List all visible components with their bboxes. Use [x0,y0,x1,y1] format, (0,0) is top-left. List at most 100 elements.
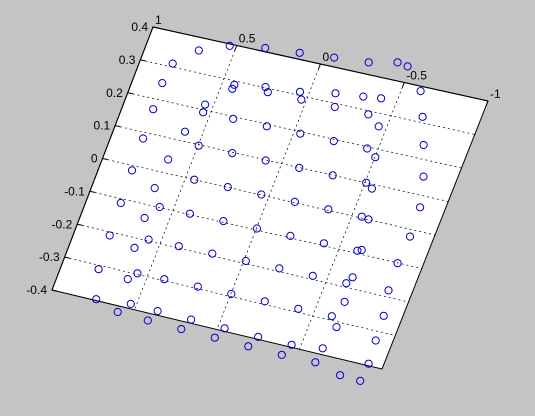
data-point [286,231,295,240]
data-point [324,205,333,214]
data-point [153,307,162,316]
data-point [330,53,339,62]
data-point [294,304,303,313]
data-point [353,246,362,255]
x-tick-mark [234,45,238,51]
data-point [150,184,159,193]
data-point [229,114,238,124]
data-point [105,231,114,240]
data-point [244,342,253,351]
data-point [210,333,219,342]
data-point [384,286,393,295]
x-tick-label: -0.5 [406,69,427,83]
data-point [336,371,345,380]
data-point [329,137,338,146]
data-point [379,311,388,320]
data-point [127,166,137,175]
data-point [92,295,101,304]
data-point [143,316,152,325]
data-point [419,140,428,150]
data-point [287,340,296,349]
data-point [319,239,328,248]
z-tick-mark [102,158,108,160]
data-point [331,89,340,98]
data-point [330,102,339,112]
data-point [180,127,190,136]
data-point [362,178,371,187]
data-point [296,129,305,138]
data-point [123,275,132,284]
data-point [139,134,148,143]
data-point [295,87,305,96]
ticks: 0.4 0.3 0.2 0.1 0 -0.1 -0.2 -0.3 -0.4 1 0.5 0 -0.5 -1 [26,13,501,297]
x-tick-label: -1 [490,87,501,101]
data-point [133,269,142,278]
data-point [194,141,203,150]
data-point [187,315,196,324]
data-point [342,279,351,288]
data-point [160,275,169,284]
data-point [393,259,402,268]
data-point [194,46,203,55]
data-point [228,149,237,158]
data-point [416,203,425,212]
data-point [261,156,270,165]
x-tick-mark [485,100,489,107]
data-point [416,87,425,96]
data-point [168,59,177,68]
z-tick-label: -0.2 [52,217,73,231]
data-point [164,155,173,164]
data-point [140,213,149,223]
data-point [177,325,186,334]
data-point [113,307,122,317]
data-point [393,58,402,67]
data-point [295,163,304,172]
z-tick-label: 0.3 [119,53,136,67]
data-point [144,235,153,244]
data-point [332,323,341,332]
data-point [190,175,199,184]
data-point [130,243,139,252]
data-point [116,198,125,208]
data-point [241,256,250,266]
data-point [328,171,337,180]
grid-line-z [89,191,422,269]
z-tick-mark [115,125,121,128]
z-tick-mark [127,92,133,95]
grid-line-z [102,158,436,236]
data-point [252,224,261,233]
data-point [254,332,263,341]
data-point [223,183,232,192]
data-point [227,289,236,299]
data-point [359,92,368,101]
grid-line-z [127,92,462,169]
data-point [126,299,135,308]
data-point [225,41,234,51]
data-point [208,249,217,258]
data-point [261,43,270,53]
data-point [230,80,239,89]
z-tick-mark [89,190,95,193]
data-point [149,105,158,114]
z-tick-mark [51,289,58,292]
data-point [201,100,210,109]
data-point [257,190,266,199]
data-point [374,122,383,131]
data-point [318,344,327,353]
data-point [419,172,428,181]
data-point [261,82,270,92]
data-point [311,358,320,367]
data-point [364,110,373,119]
z-tick-label: -0.1 [64,184,85,198]
z-tick-label: 0.2 [106,86,123,100]
z-tick-mark [152,26,159,29]
data-point [94,265,103,274]
data-point [275,264,284,273]
data-point [418,112,427,121]
data-point [219,217,228,226]
data-point [357,245,366,255]
x-tick-label: 1 [155,13,162,27]
data-point [155,202,164,212]
